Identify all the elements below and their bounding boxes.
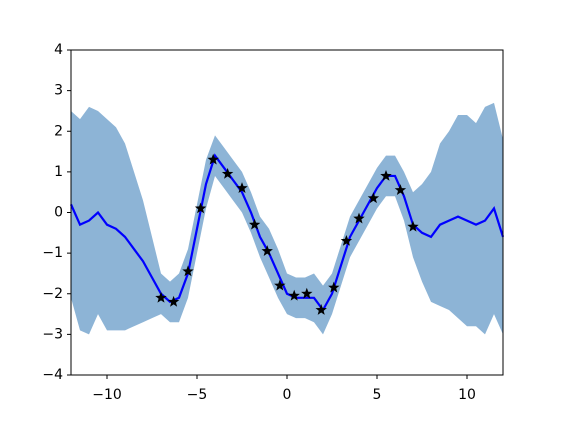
data-point xyxy=(182,265,194,277)
data-point xyxy=(248,218,261,230)
data-point xyxy=(167,295,180,307)
data-point xyxy=(155,291,167,303)
x-tick-label: 0 xyxy=(283,387,292,403)
data-point xyxy=(367,192,380,204)
x-tick-label: −5 xyxy=(187,387,208,403)
y-tick-label: −1 xyxy=(42,245,63,261)
y-tick-label: 0 xyxy=(54,205,63,221)
data-point xyxy=(288,289,300,301)
data-point xyxy=(315,304,327,315)
confidence-band xyxy=(71,102,503,335)
y-tick-label: −4 xyxy=(42,367,63,383)
mean-line xyxy=(69,153,505,313)
data-point xyxy=(194,202,207,214)
data-point xyxy=(394,184,407,196)
x-tick-label: 5 xyxy=(373,387,382,403)
data-point xyxy=(261,245,273,256)
data-point xyxy=(353,212,365,224)
data-point xyxy=(221,167,234,179)
data-point xyxy=(274,279,286,291)
x-tick-label: −10 xyxy=(92,387,122,403)
y-tick-label: 3 xyxy=(54,83,63,99)
data-point xyxy=(301,287,313,299)
data-point xyxy=(207,153,219,165)
x-tick-label: 10 xyxy=(458,387,476,403)
y-tick-label: −2 xyxy=(42,286,63,302)
y-tick-label: 1 xyxy=(54,164,63,180)
data-point xyxy=(380,169,392,181)
data-point xyxy=(328,281,340,293)
data-point xyxy=(407,220,419,232)
y-tick-label: 4 xyxy=(54,42,63,58)
data-point xyxy=(340,234,353,246)
y-tick-label: −3 xyxy=(42,326,63,342)
data-point xyxy=(236,182,248,193)
y-tick-label: 2 xyxy=(54,123,63,139)
